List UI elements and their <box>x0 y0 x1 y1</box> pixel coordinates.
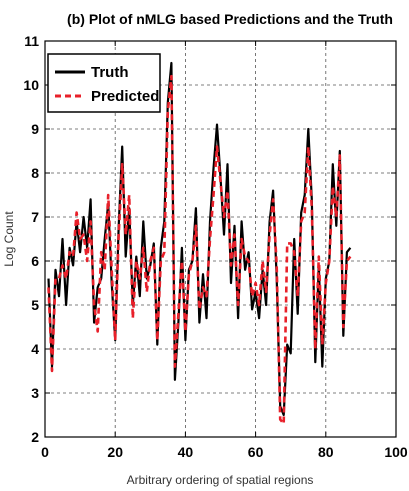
legend-box <box>47 53 161 113</box>
x-tick-label: 80 <box>318 444 334 460</box>
y-tick-label: 2 <box>31 429 39 445</box>
legend: Truth Predicted <box>47 53 161 113</box>
series-line-truth <box>47 61 352 417</box>
y-tick-label: 8 <box>31 165 39 181</box>
chart-title: (b) Plot of nMLG based Predictions and t… <box>67 11 393 27</box>
y-tick-label: 5 <box>31 297 39 313</box>
y-tick-label: 3 <box>31 385 39 401</box>
series-line-predicted <box>47 74 352 426</box>
legend-label-predicted: Predicted <box>91 88 159 105</box>
x-tick-label: 40 <box>178 444 194 460</box>
legend-label-truth: Truth <box>91 64 129 81</box>
series-lines <box>47 61 352 426</box>
x-tick-label: 60 <box>248 444 264 460</box>
plot-frame <box>44 40 397 438</box>
y-tick-label: 4 <box>31 341 39 357</box>
y-axis-label: Log Count <box>2 211 16 267</box>
x-tick-label: 100 <box>384 444 408 460</box>
tick-labels: 2 3 4 5 6 7 8 9 10 11 0 20 40 60 80 100 <box>23 33 407 460</box>
x-axis-label: Arbitrary ordering of spatial regions <box>127 473 314 487</box>
y-tick-label: 7 <box>31 209 39 225</box>
y-tick-label: 9 <box>31 121 39 137</box>
y-tick-label: 10 <box>23 77 39 93</box>
y-tick-label: 6 <box>31 253 39 269</box>
x-tick-label: 0 <box>41 444 49 460</box>
x-tick-label: 20 <box>107 444 123 460</box>
y-tick-label: 11 <box>24 33 39 49</box>
